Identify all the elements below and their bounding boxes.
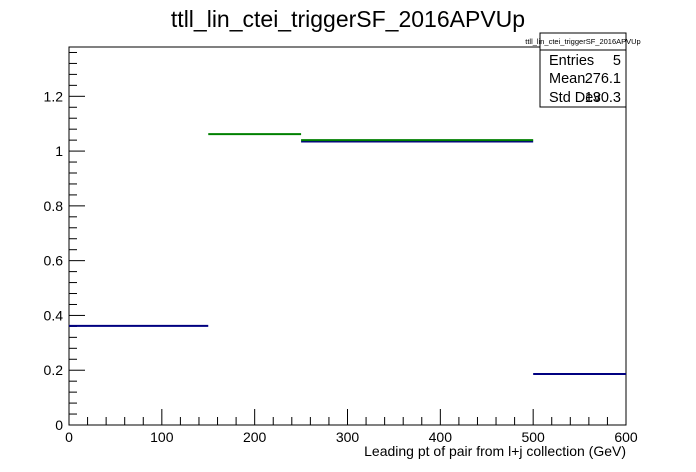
x-tick-label: 100 xyxy=(150,429,174,445)
stats-stddev-value: 130.3 xyxy=(585,90,621,106)
y-tick-label: 0.6 xyxy=(44,253,64,269)
y-tick-label: 1 xyxy=(55,143,63,159)
stats-box-title: ttll_lin_ctei_triggerSF_2016APVUp xyxy=(525,37,640,46)
x-tick-label: 200 xyxy=(243,429,267,445)
y-tick-label: 0.8 xyxy=(44,198,64,214)
x-axis: 0 100 200 300 400 500 600 xyxy=(65,409,638,445)
x-tick-label: 600 xyxy=(614,429,638,445)
histogram-bins xyxy=(69,133,626,376)
y-tick-label: 0 xyxy=(55,417,63,433)
y-tick-label: 1.2 xyxy=(44,88,64,104)
x-tick-label: 500 xyxy=(521,429,545,445)
stats-entries-value: 5 xyxy=(613,53,621,69)
stats-entries-label: Entries xyxy=(549,53,594,69)
stats-mean-label: Mean xyxy=(549,71,585,87)
stats-stddev-label: Std Dev xyxy=(549,90,601,106)
x-tick-label: 0 xyxy=(65,429,73,445)
stats-mean-value: 276.1 xyxy=(585,71,621,87)
y-tick-label: 0.2 xyxy=(44,362,64,378)
y-tick-label: 0.4 xyxy=(44,307,64,323)
x-tick-label: 400 xyxy=(429,429,453,445)
x-axis-label: Leading pt of pair from l+j collection (… xyxy=(364,443,626,459)
stats-box-frame xyxy=(539,32,627,108)
chart-title: ttll_lin_ctei_triggerSF_2016APVUp xyxy=(171,6,525,32)
stats-box: ttll_lin_ctei_triggerSF_2016APVUp Entrie… xyxy=(525,32,641,108)
y-axis: 0 0.2 0.4 0.6 0.8 1 1.2 xyxy=(44,51,85,433)
x-tick-label: 300 xyxy=(336,429,360,445)
